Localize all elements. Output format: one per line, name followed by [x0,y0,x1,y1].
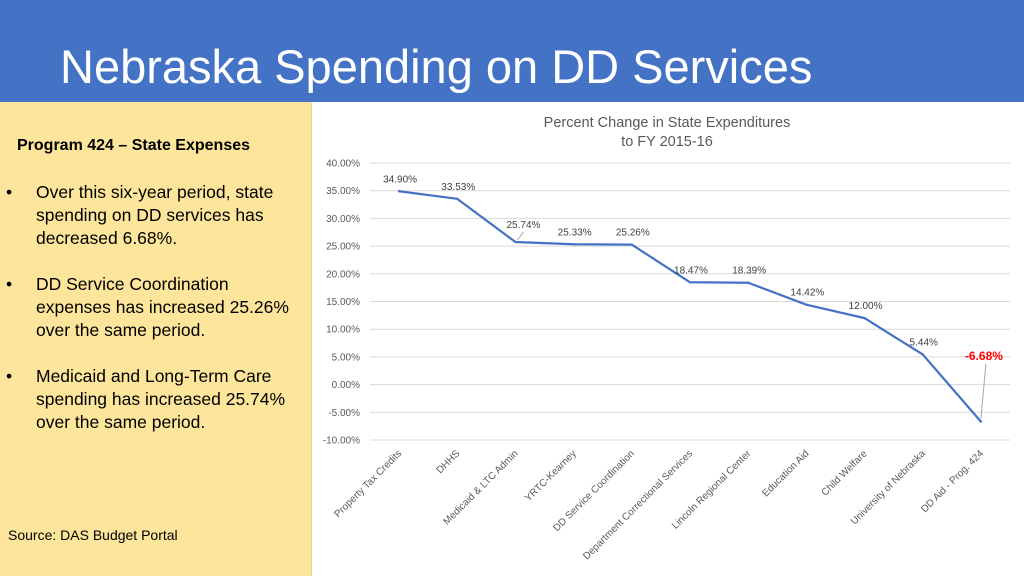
data-label: 12.00% [849,301,883,312]
data-point [630,243,634,246]
data-point [514,240,517,244]
chart-subtitle: to FY 2015-16 [621,134,713,150]
bullet-icon: • [6,366,13,386]
bullet-item: • DD Service Coordination expenses has in… [0,273,311,342]
data-point [863,316,866,320]
y-tick-label: 20.00% [326,269,360,280]
bullet-text: Medicaid and Long-Term Care spending has… [36,366,286,432]
x-tick-label: Education Aid [760,448,811,499]
sidebar-panel: Program 424 – State Expenses • Over this … [0,102,312,576]
y-tick-label: -5.00% [328,408,360,419]
data-label: 18.47% [674,265,708,276]
y-tick-label: 35.00% [326,186,360,197]
bullet-item: • Over this six-year period, state spendi… [0,181,311,250]
x-tick-label: YRTC-Kearney [523,448,579,504]
data-label: 25.33% [558,227,592,238]
markers [397,190,983,423]
y-tick-label: 10.00% [326,325,360,336]
data-point [572,243,575,246]
data-labels: 34.90% 33.53% 25.74% 25.33% 25.26% 18.47% 18.3… [383,174,1003,419]
y-axis: 40.00% 35.00% 30.00% 25.00% 20.00% 15.00% 10.0… [323,159,360,447]
y-tick-label: 25.00% [326,242,360,253]
bullet-text: Over this six-year period, state spendin… [36,182,274,248]
x-tick-label: DD Aid - Prog. 424 [919,448,986,515]
data-label: 33.53% [441,182,475,193]
data-point [805,303,808,306]
y-tick-label: -10.00% [323,436,360,447]
title-bar: Nebraska Spending on DD Services [0,0,1024,102]
data-point [746,281,750,284]
page-title: Nebraska Spending on DD Services [60,40,813,93]
x-tick-label: Child Welfare [820,448,870,498]
data-label-leader [980,363,987,419]
series-line-path [398,190,982,423]
source-note: Source: DAS Budget Portal [8,527,178,543]
data-label: 18.39% [732,266,766,277]
grid-layer [370,162,1010,441]
data-label: 14.42% [790,288,824,299]
y-tick-label: 15.00% [326,297,360,308]
y-tick-label: 40.00% [326,159,360,170]
data-point [979,420,983,423]
sidebar-subtitle: Program 424 – State Expenses [17,137,251,154]
data-point [456,197,459,201]
data-label: -6.68% [965,349,1003,363]
data-label: 34.90% [383,174,417,185]
chart-title: Percent Change in State Expenditures [544,115,791,131]
x-tick-label: DHHS [435,448,463,476]
line-chart: Percent Change in State Expenditures to … [323,115,1010,562]
data-label-leader [517,231,524,241]
bullet-text: DD Service Coordination expenses has inc… [36,274,289,340]
bullet-icon: • [6,274,13,294]
data-label: 5.44% [910,337,938,348]
y-tick-label: 30.00% [326,214,360,225]
series-line [398,190,982,423]
data-point [921,353,924,356]
bullet-icon: • [6,182,13,202]
data-point [397,190,401,193]
data-label: 25.26% [616,228,650,239]
bullet-list: • Over this six-year period, state spendi… [0,181,311,457]
x-tick-label: Department Correctional Services [581,448,695,562]
x-tick-label: Property Tax Credits [333,448,405,520]
data-label: 25.74% [506,220,540,231]
data-point [688,281,692,284]
y-tick-label: 5.00% [332,352,360,363]
bullet-item: • Medicaid and Long-Term Care spending ha… [0,365,311,434]
y-tick-label: 0.00% [332,380,360,391]
